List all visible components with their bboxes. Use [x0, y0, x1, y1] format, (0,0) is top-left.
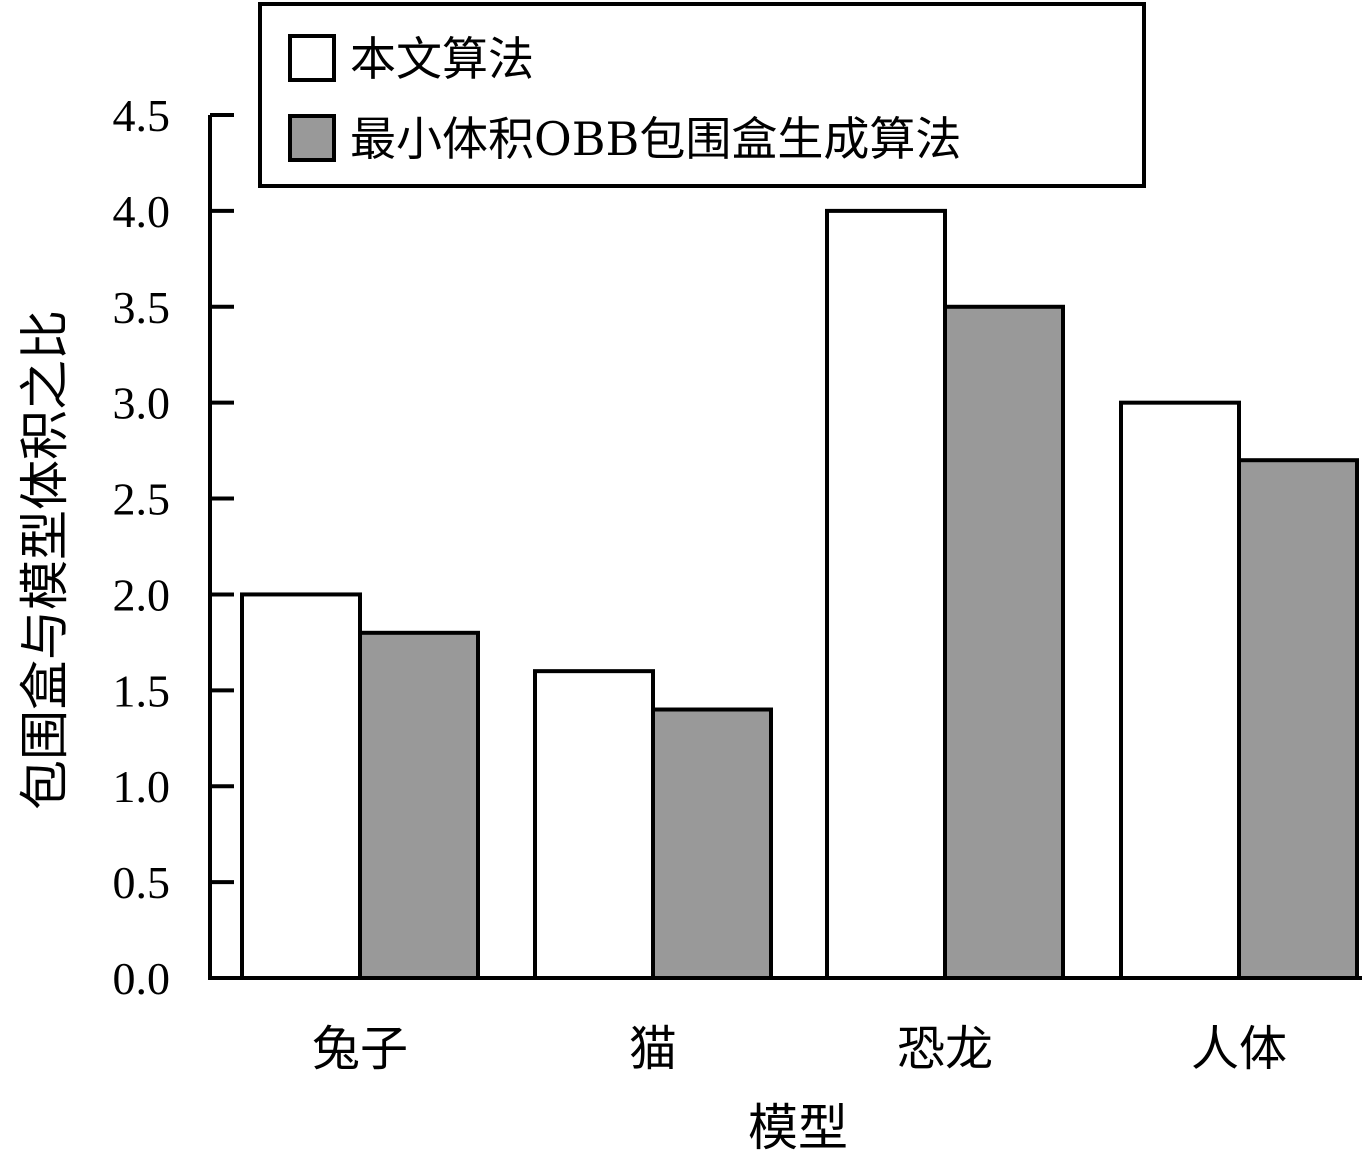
bar-1-1 [240, 592, 362, 980]
y-tick-label: 4.5 [113, 90, 171, 141]
y-tick-label: 1.5 [113, 665, 171, 716]
x-category-label: 恐龙 [897, 1021, 993, 1077]
bar-1-3 [825, 208, 947, 980]
y-tick-label: 3.5 [113, 282, 171, 333]
y-tick-label: 1.0 [113, 761, 171, 812]
axes-group [208, 115, 1362, 980]
legend-swatch-series-2 [288, 114, 336, 162]
legend-box [258, 2, 1146, 188]
x-category-label: 人体 [1191, 1021, 1287, 1077]
legend-label-series-2: 最小体积OBB包围盒生成算法 [350, 112, 961, 166]
x-category-label: 兔子 [312, 1021, 408, 1077]
y-tick-label: 2.5 [113, 474, 171, 525]
x-category-label: 猫 [629, 1021, 677, 1077]
bar-2-2 [651, 707, 773, 980]
bar-2-1 [358, 630, 480, 980]
y-ticks-group: 0.0 0.5 1.0 1.5 2.0 2.5 3.0 3.5 4.0 4.5 [113, 90, 234, 1004]
y-tick-label: 2.0 [113, 569, 171, 620]
y-tick-label: 0.0 [113, 953, 171, 1004]
bar-1-4 [1119, 400, 1241, 980]
legend-swatch-series-1 [288, 34, 336, 82]
bar-1-2 [533, 669, 655, 981]
y-axis-title: 包围盒与模型体积之比 [16, 310, 74, 810]
y-tick-label: 0.5 [113, 857, 171, 908]
legend: 本文算法 最小体积OBB包围盒生成算法 [258, 2, 1146, 188]
legend-label-series-1: 本文算法 [350, 32, 534, 86]
x-axis-title: 模型 [748, 1099, 848, 1157]
y-tick-label: 3.0 [113, 378, 171, 429]
bar-2-4 [1237, 458, 1359, 980]
x-labels-group: 兔子 猫 恐龙 人体 [312, 1021, 1287, 1077]
bar-2-3 [943, 304, 1065, 980]
bars-group [240, 208, 1359, 981]
y-tick-label: 4.0 [113, 186, 171, 237]
